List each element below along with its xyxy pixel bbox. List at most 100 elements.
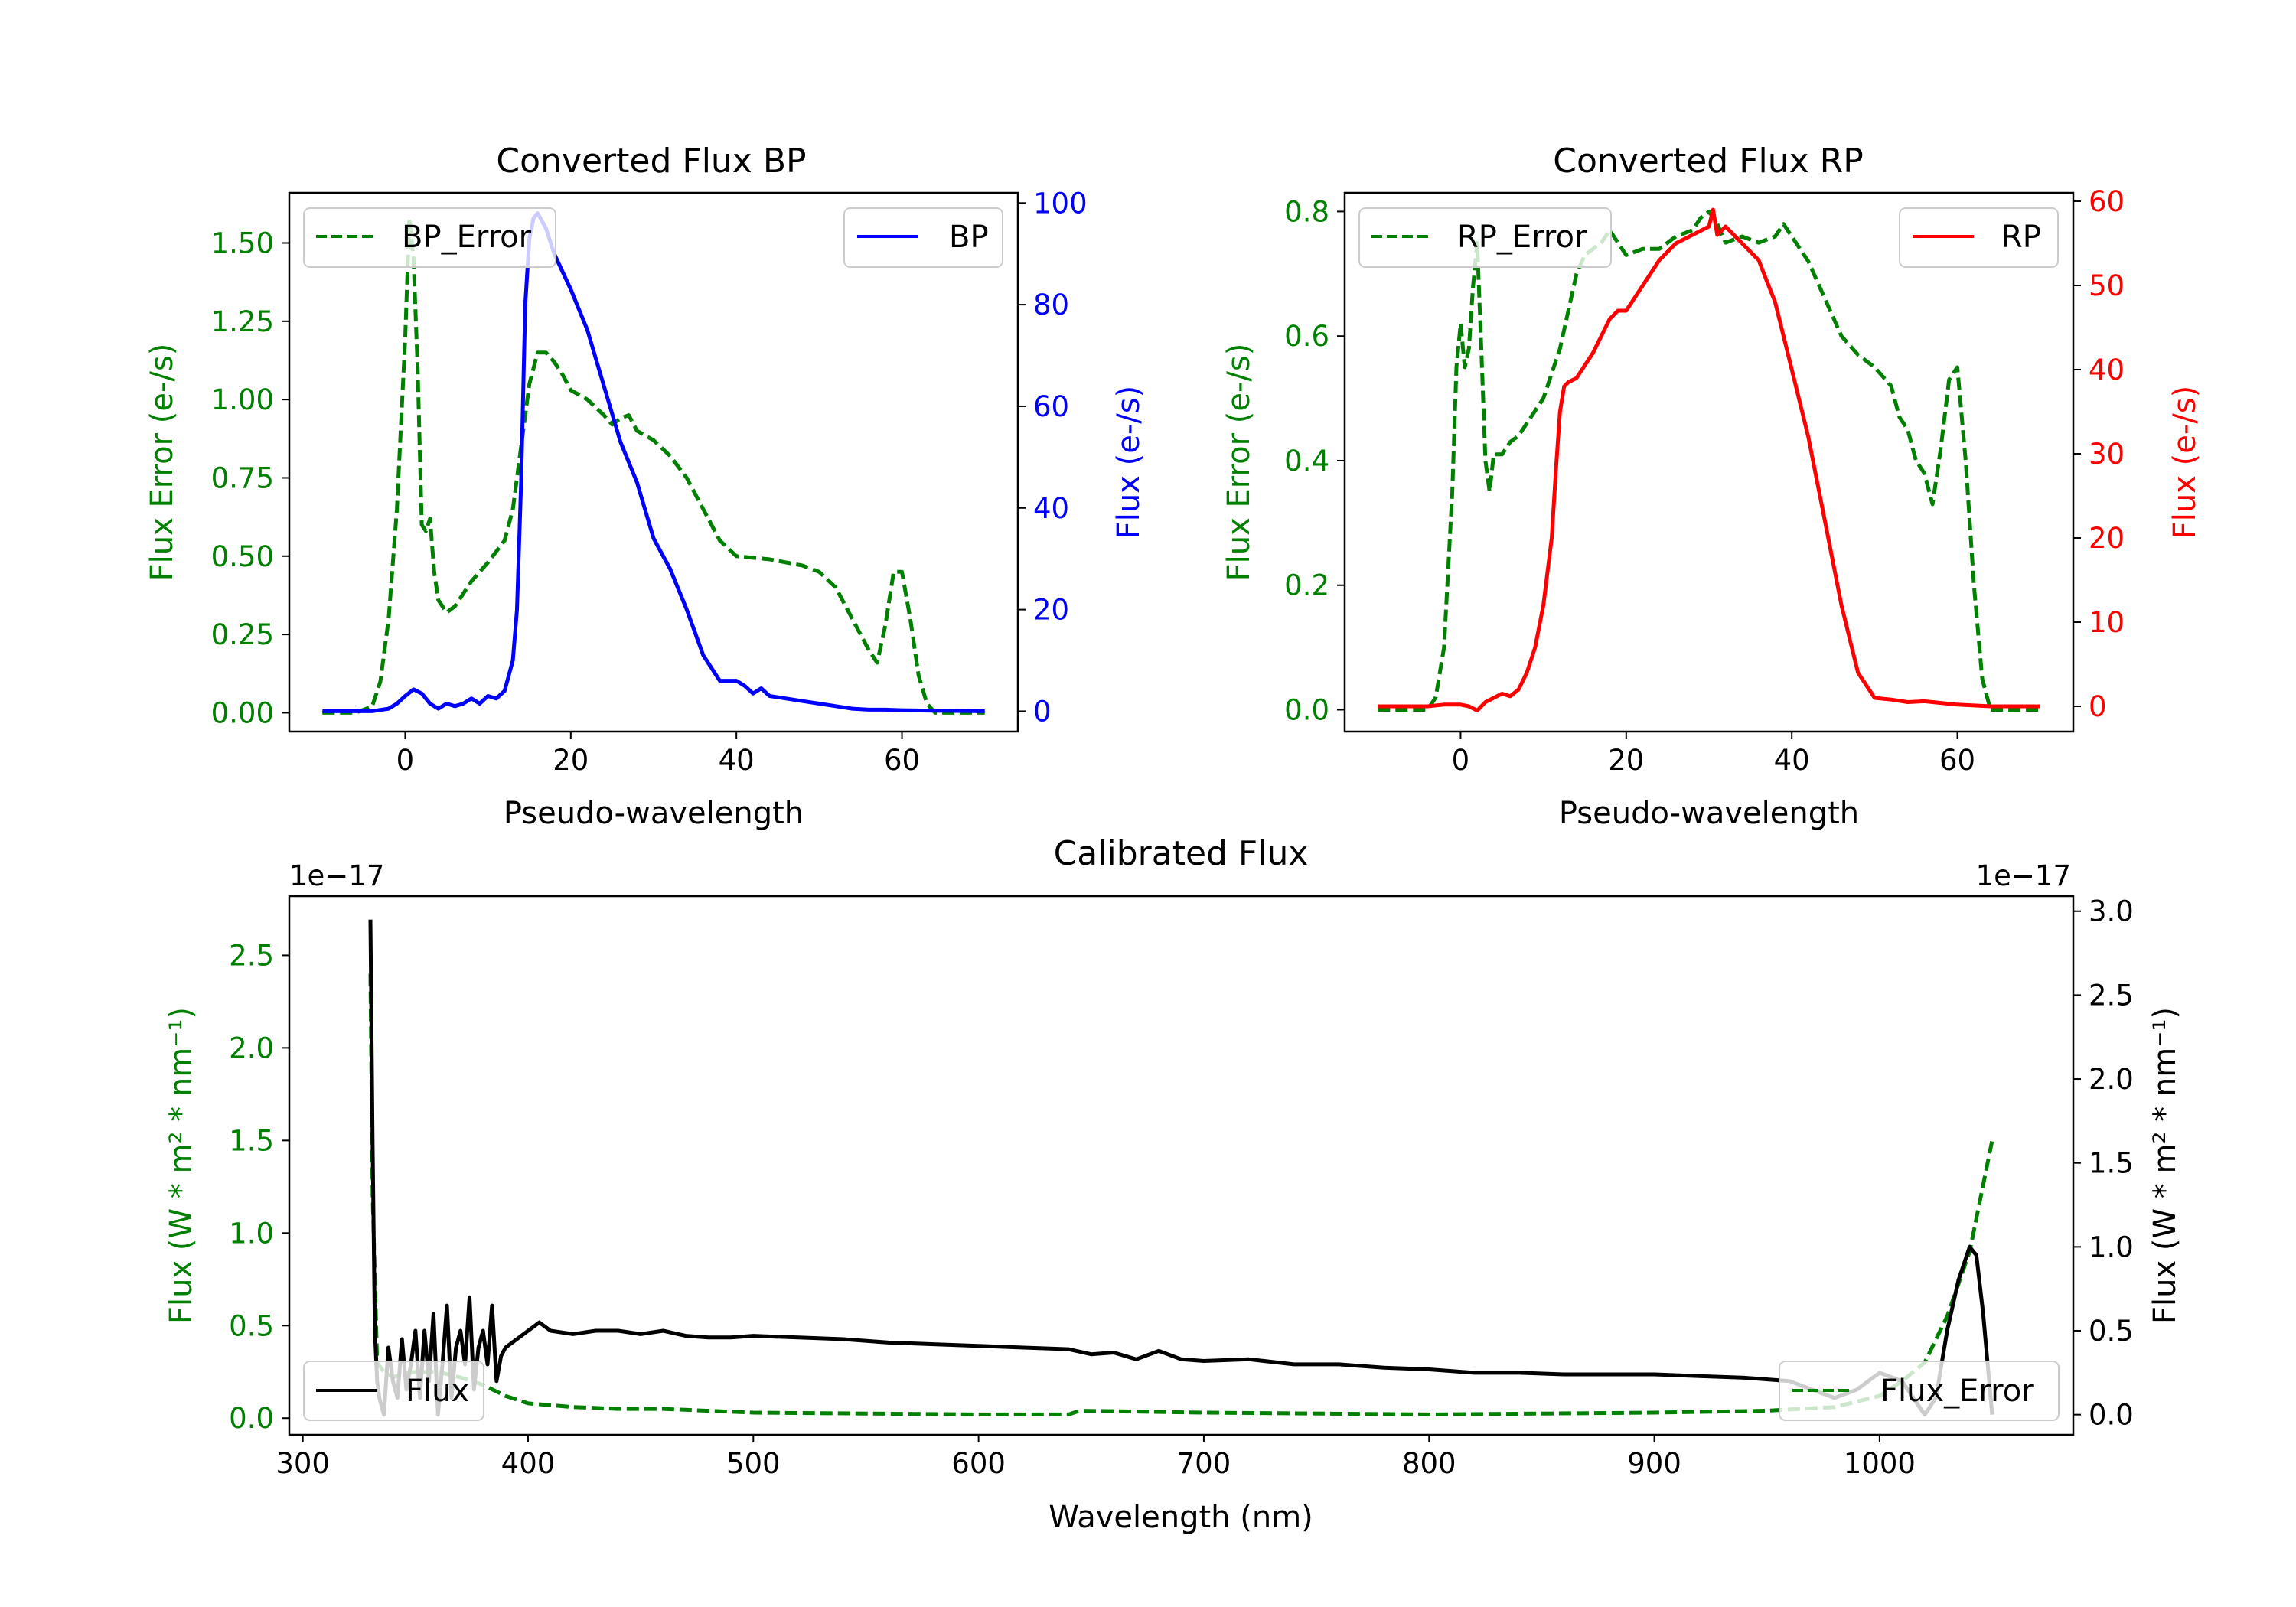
chart-rp-legend-left-label: RP_Error [1457, 220, 1587, 255]
chart-rp-ylabel-right: Flux (e-/s) [2167, 386, 2203, 539]
chart-cal-legend-right-label: Flux_Error [1880, 1374, 2034, 1409]
chart-cal-offset-left: 1e−17 [289, 859, 384, 892]
chart-bp-ytick-left-label: 1.25 [211, 305, 274, 338]
chart-bp-yticks-right: 0 20 40 60 80 100 [1018, 187, 1088, 728]
chart-cal-legend-left-label: Flux [406, 1374, 469, 1409]
chart-rp-legend-right-label: RP [2001, 220, 2041, 255]
chart-rp-ytick-right-label: 10 [2089, 606, 2125, 639]
chart-bp-legend-right-label: BP [949, 220, 989, 255]
chart-rp-series-rp [1378, 207, 2040, 712]
chart-cal-ytick-left-label: 0.5 [229, 1309, 274, 1342]
chart-rp: Converted Flux RP 0 20 40 60 0.00.20.40.60.… [1221, 142, 2203, 831]
chart-cal-ytick-left-label: 1.5 [229, 1124, 274, 1157]
chart-rp-ytick-left-label: 0.0 [1284, 694, 1329, 727]
chart-bp-ytick-left-label: 0.75 [211, 461, 274, 494]
chart-bp-xtick-label: 40 [719, 744, 755, 777]
chart-cal-legend-left: Flux [303, 1361, 484, 1421]
chart-rp-ytick-left-label: 0.2 [1284, 569, 1329, 602]
chart-rp-yticks-left: 0.0 0.2 0.4 0.6 0.8 [1284, 195, 1345, 727]
chart-cal-yticks-left: 0.0 0.5 1.0 1.5 2.0 2.5 [229, 939, 289, 1435]
chart-bp-xtick-label: 0 [396, 744, 415, 777]
chart-cal-plot [368, 919, 1994, 1417]
chart-rp-ytick-right-label: 0 [2089, 690, 2107, 723]
chart-cal-series-flux-error [368, 973, 1994, 1416]
chart-cal-ytick-right-label: 1.0 [2089, 1231, 2134, 1263]
chart-cal-ytick-right-label: 0.0 [2089, 1399, 2134, 1432]
chart-rp-ytick-right-label: 40 [2089, 354, 2125, 386]
chart-bp-legend-left: BP_Error [303, 207, 556, 268]
chart-bp-xlabel: Pseudo-wavelength [504, 796, 804, 831]
chart-rp-title: Converted Flux RP [1553, 142, 1864, 181]
chart-cal-series-flux [368, 919, 1994, 1417]
chart-cal-title: Calibrated Flux [1054, 834, 1309, 873]
chart-bp-xtick-label: 60 [884, 744, 920, 777]
chart-cal: Calibrated Flux 1e−17 1e−17 300 400 500 600… [164, 834, 2183, 1535]
chart-cal-xtick-label: 300 [276, 1447, 330, 1480]
chart-cal-xtick-label: 700 [1177, 1447, 1231, 1480]
chart-cal-ytick-left-label: 2.0 [229, 1032, 274, 1064]
chart-bp-ylabel-left: Flux Error (e-/s) [145, 344, 180, 582]
chart-cal-ylabel-right: Flux (W * m² * nm⁻¹) [2148, 1007, 2183, 1324]
chart-rp-xtick-label: 20 [1608, 744, 1644, 777]
chart-cal-yticks-right: 0.0 0.5 1.0 1.5 2.0 2.5 3.0 [2073, 895, 2134, 1432]
chart-bp-plot [322, 211, 985, 715]
chart-bp-ytick-left-label: 0.00 [211, 696, 274, 729]
chart-rp-ytick-right-label: 20 [2089, 522, 2125, 555]
chart-cal-offset-right: 1e−17 [1976, 859, 2071, 892]
chart-rp-xlabel: Pseudo-wavelength [1559, 796, 1859, 831]
chart-cal-xtick-label: 600 [951, 1447, 1006, 1480]
chart-cal-xtick-label: 900 [1627, 1447, 1681, 1480]
chart-bp-ytick-right-label: 60 [1033, 390, 1069, 423]
chart-cal-xtick-label: 1000 [1844, 1447, 1916, 1480]
chart-rp-legend-right: RP [1899, 207, 2059, 268]
chart-cal-frame [288, 895, 2075, 1436]
chart-bp: Converted Flux BP 0 20 40 60 0.000.250.500.… [145, 142, 1146, 831]
chart-cal-xtick-label: 800 [1402, 1447, 1456, 1480]
chart-rp-xtick-label: 60 [1939, 744, 1975, 777]
chart-bp-ytick-right-label: 100 [1033, 187, 1088, 220]
chart-bp-ytick-left-label: 1.50 [211, 227, 274, 259]
chart-cal-xlabel: Wavelength (nm) [1049, 1500, 1313, 1535]
chart-bp-frame [288, 191, 1019, 733]
chart-cal-ytick-right-label: 2.5 [2089, 979, 2134, 1012]
chart-bp-ytick-left-label: 1.00 [211, 383, 274, 416]
chart-cal-ytick-left-label: 2.5 [229, 939, 274, 972]
chart-cal-xticks: 300 400 500 600 700 800 900 1000 [276, 1435, 1916, 1480]
chart-bp-yticks-left: 0.00 0.25 0.50 0.75 1.00 1.25 1.50 [211, 227, 289, 729]
chart-rp-xtick-label: 0 [1452, 744, 1470, 777]
chart-bp-title: Converted Flux BP [496, 142, 806, 181]
chart-bp-ytick-right-label: 20 [1033, 594, 1069, 627]
chart-cal-ytick-right-label: 2.0 [2089, 1063, 2134, 1096]
chart-rp-ytick-left-label: 0.4 [1284, 445, 1329, 478]
chart-cal-ytick-right-label: 3.0 [2089, 895, 2134, 928]
chart-bp-ytick-right-label: 40 [1033, 492, 1069, 525]
chart-rp-ytick-left-label: 0.8 [1284, 195, 1329, 228]
chart-bp-ytick-right-label: 0 [1033, 695, 1052, 728]
chart-cal-ytick-right-label: 1.5 [2089, 1147, 2134, 1180]
chart-cal-ytick-left-label: 0.0 [229, 1402, 274, 1435]
chart-rp-series-rp-error [1378, 209, 2040, 712]
chart-rp-ytick-right-label: 50 [2089, 269, 2125, 302]
chart-bp-ytick-left-label: 0.25 [211, 618, 274, 651]
chart-rp-plot [1378, 207, 2040, 712]
chart-rp-ytick-left-label: 0.6 [1284, 320, 1329, 353]
chart-rp-ytick-right-label: 60 [2089, 185, 2125, 218]
chart-rp-yticks-right: 0 10 20 30 40 50 60 [2073, 185, 2125, 723]
chart-bp-xticks: 0 20 40 60 [396, 732, 920, 777]
chart-rp-frame [1343, 191, 2075, 733]
chart-bp-legend-left-label: BP_Error [402, 220, 532, 255]
chart-rp-legend-left: RP_Error [1358, 207, 1612, 268]
chart-bp-legend-right: BP [843, 207, 1003, 268]
chart-cal-ytick-right-label: 0.5 [2089, 1315, 2134, 1348]
chart-cal-xtick-label: 500 [726, 1447, 781, 1480]
chart-bp-ylabel-right: Flux (e-/s) [1111, 386, 1146, 539]
chart-rp-ylabel-left: Flux Error (e-/s) [1221, 344, 1257, 582]
chart-bp-ytick-right-label: 80 [1033, 288, 1069, 321]
chart-cal-legend-right: Flux_Error [1779, 1361, 2060, 1421]
chart-rp-xtick-label: 40 [1774, 744, 1810, 777]
chart-bp-ytick-left-label: 0.50 [211, 540, 274, 573]
chart-cal-ylabel-left: Flux (W * m² * nm⁻¹) [164, 1007, 199, 1324]
chart-cal-ytick-left-label: 1.0 [229, 1217, 274, 1250]
chart-bp-xtick-label: 20 [553, 744, 589, 777]
chart-rp-xticks: 0 20 40 60 [1452, 732, 1975, 777]
